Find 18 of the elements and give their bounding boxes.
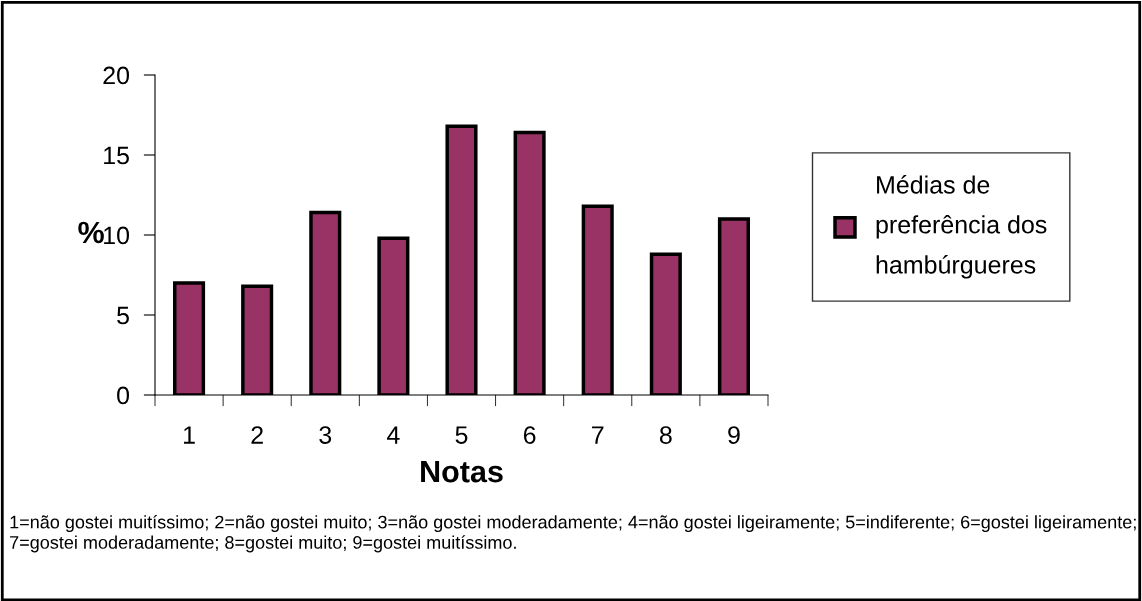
- y-tick-label: 5: [117, 306, 129, 325]
- y-tick-label: 20: [103, 66, 130, 85]
- x-tick-label: 9: [728, 426, 740, 444]
- y-tick-label: 15: [104, 146, 129, 165]
- x-tick-label: 3: [319, 426, 332, 444]
- legend-label: Médias de preferência dos hambúrgueres: [876, 175, 1047, 279]
- x-tick-label: 8: [659, 426, 672, 444]
- x-tick-label: 4: [387, 426, 400, 444]
- x-axis-title: Notas: [421, 461, 503, 483]
- y-axis-title: %: [78, 221, 104, 244]
- x-tick-label: 1: [184, 426, 195, 444]
- x-tick-label: 7: [592, 426, 604, 444]
- y-tick-label: 10: [104, 226, 130, 245]
- text: 1=não gostei muitíssimo; 2=não gostei muito; 3=não gostei moderadamente; 4=não gostei ligeiramente; 5=indiferente; 6=gostei ligeiramente; 7=gostei moderadamente; 8=gostei muito; 9=gostei muitíssimo.: [10, 515, 1136, 553]
- y-tick-label: 0: [117, 386, 130, 405]
- x-tick-label: 2: [251, 426, 263, 444]
- x-tick-label: 5: [455, 426, 468, 444]
- x-tick-label: 6: [523, 426, 536, 444]
